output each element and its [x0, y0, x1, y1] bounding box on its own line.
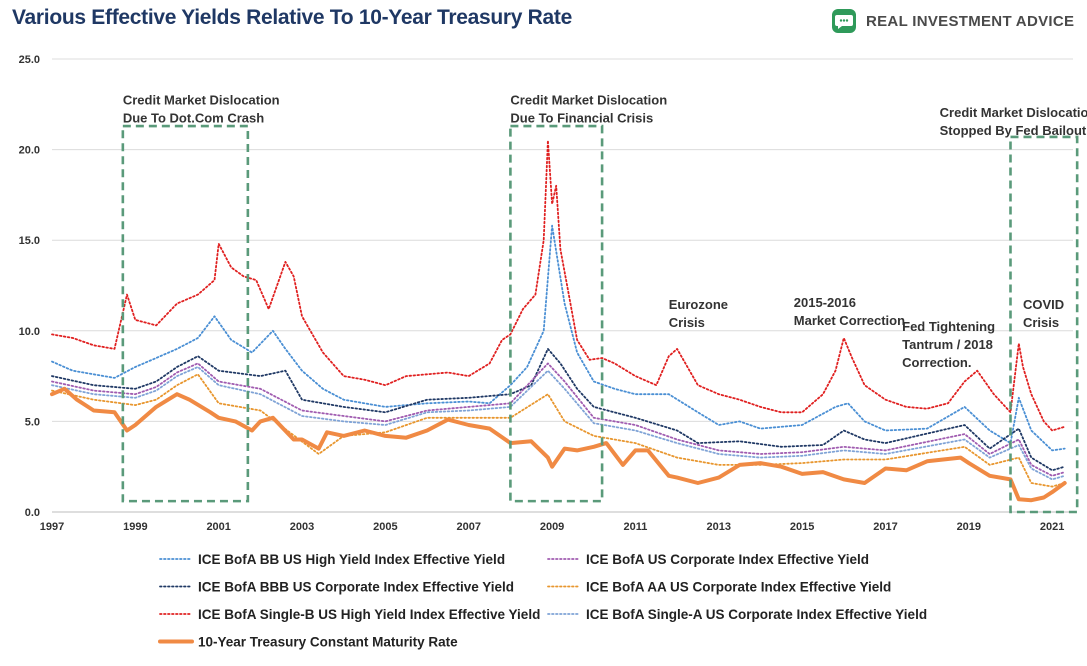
gridlines: [52, 58, 1073, 422]
x-tick-label: 2013: [707, 521, 731, 533]
brand[interactable]: REAL INVESTMENT ADVICE: [832, 8, 1074, 34]
x-tick-label: 2019: [957, 521, 981, 533]
legend-label: ICE BofA BBB US Corporate Index Effectiv…: [198, 580, 514, 595]
annotation-box: [1009, 135, 1079, 514]
x-tick-label: 1997: [40, 521, 64, 533]
legend-label: ICE BofA Single-B US High Yield Index Ef…: [198, 607, 540, 622]
annotation-text: Market Correction: [794, 313, 905, 328]
series-line: [50, 386, 1067, 503]
legend-label: ICE BofA US Corporate Index Effective Yi…: [586, 552, 869, 567]
annotation-text: Due To Dot.Com Crash: [123, 110, 264, 125]
x-tick-label: 2017: [873, 521, 897, 533]
legend-label: ICE BofA Single-A US Corporate Index Eff…: [586, 607, 927, 622]
annotation-text: Crisis: [1023, 315, 1059, 330]
x-tick-label: 2007: [456, 521, 480, 533]
y-tick-label: 5.0: [25, 416, 40, 428]
series-line: [51, 373, 1066, 488]
legend-label: ICE BofA AA US Corporate Index Effective…: [586, 580, 891, 595]
annotation-text: Eurozone: [669, 297, 728, 312]
axes: 0.0 5.0 10.0 15.0 20.0 25.0 1997 1999 2001 2003 20…: [19, 54, 1073, 533]
x-tick-label: 2021: [1040, 521, 1064, 533]
y-tick-label: 25.0: [19, 54, 40, 66]
y-tick-label: 10.0: [19, 326, 40, 338]
x-tick-label: 2009: [540, 521, 564, 533]
series-line: [51, 139, 1066, 432]
annotation-text: Correction.: [902, 355, 971, 370]
series-line: [51, 366, 1066, 481]
chart-title: Various Effective Yields Relative To 10-…: [12, 6, 572, 29]
annotation-box: [121, 124, 250, 503]
annotation-text: Due To Financial Crisis: [510, 110, 653, 125]
brand-name: REAL INVESTMENT ADVICE: [866, 12, 1075, 30]
x-tick-label: 1999: [123, 521, 147, 533]
annotation-text: Tantrum / 2018: [902, 337, 993, 352]
legend-label: 10-Year Treasury Constant Maturity Rate: [198, 635, 458, 650]
x-tick-label: 2015: [790, 521, 814, 533]
annotation-text: Credit Market Dislocation: [510, 92, 667, 107]
annotation-text: 2015-2016: [794, 295, 856, 310]
chat-bubble-icon: [832, 9, 856, 33]
annotation-box: [509, 124, 604, 503]
y-tick-label: 20.0: [19, 145, 40, 157]
legend: ICE BofA BB US High Yield Index Effectiv…: [158, 552, 927, 650]
x-tick-label: 2003: [290, 521, 314, 533]
annotation-text: Fed Tightening: [902, 319, 995, 334]
series-line: [51, 362, 1066, 477]
x-tick-label: 2011: [623, 521, 647, 533]
series: [50, 139, 1067, 503]
annotation-text: Credit Market Dislocation: [940, 105, 1087, 120]
y-tick-label: 0.0: [25, 507, 40, 519]
annotations: Credit Market Dislocation Due To Dot.Com …: [121, 92, 1087, 514]
x-tick-label: 2001: [206, 521, 230, 533]
legend-label: ICE BofA BB US High Yield Index Effectiv…: [198, 552, 505, 567]
y-tick-label: 15.0: [19, 235, 40, 247]
series-line: [51, 347, 1066, 472]
series-line: [51, 224, 1066, 452]
annotation-text: Crisis: [669, 315, 705, 330]
annotation-text: Credit Market Dislocation: [123, 92, 280, 107]
x-tick-label: 2005: [373, 521, 397, 533]
annotation-text: Stopped By Fed Bailout: [940, 123, 1087, 138]
annotation-text: COVID: [1023, 297, 1064, 312]
